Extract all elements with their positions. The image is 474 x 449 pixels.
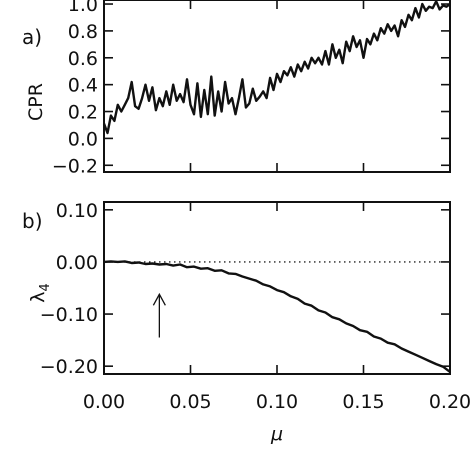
panel-a-y-tick-label: 0.8 [68,21,98,43]
panel-b-series-line [103,260,451,373]
svg-text:λ4: λ4 [27,283,53,303]
panel-b-y-tick-label: −0.20 [40,356,98,378]
panel-b-y-axis-title: λ4 [27,283,53,303]
panel-b-arrow-head [152,292,166,306]
panel-b-ticks: −0.20 −0.10 0.00 0.10 0.00 0.05 0.10 0.15 0.20 [40,200,471,413]
panel-a-series-line [102,0,451,135]
panel-b-tag: b) [22,209,43,233]
panel-a-series [102,0,451,135]
panel-b-series [103,260,451,373]
panel-b-y-tick-label: 0.00 [56,252,98,274]
panel-a-frame [103,0,451,173]
panel-b-frame [103,201,451,375]
panel-b-y-axis-symbol: λ [27,292,49,303]
panel-b-y-tick-label: −0.10 [40,304,98,326]
panel-b: b) λ4 μ −0.20 −0.10 0.00 0.10 0.00 0.05 0.10 0.… [22,200,471,445]
panel-a-y-tick-label: 0.4 [68,75,98,97]
panel-a-y-axis-title: CPR [25,83,47,121]
panel-b-y-tick-label: 0.10 [56,200,98,222]
panel-a-y-tick-label: 1.0 [68,0,98,16]
panel-a: a) CPR −0.2 0.0 0.2 0.4 0.6 0.8 1.0 [22,0,451,177]
panel-b-x-axis-title: μ [270,423,283,445]
panel-b-x-tick-label: 0.00 [83,391,125,413]
panel-a-tag: a) [22,25,42,49]
panel-b-y-axis-subscript: 4 [38,283,53,291]
panel-b-x-tick-label: 0.20 [429,391,471,413]
panel-a-y-tick-label: 0.6 [68,48,98,70]
panel-a-y-tick-label: 0.2 [68,102,98,124]
panel-a-y-tick-label: −0.2 [52,155,98,177]
panel-a-y-tick-label: 0.0 [68,128,98,150]
panel-b-x-tick-label: 0.05 [169,391,211,413]
panel-b-x-tick-label: 0.15 [342,391,384,413]
panel-a-ticks: −0.2 0.0 0.2 0.4 0.6 0.8 1.0 [52,0,451,177]
panel-b-x-tick-label: 0.10 [256,391,298,413]
